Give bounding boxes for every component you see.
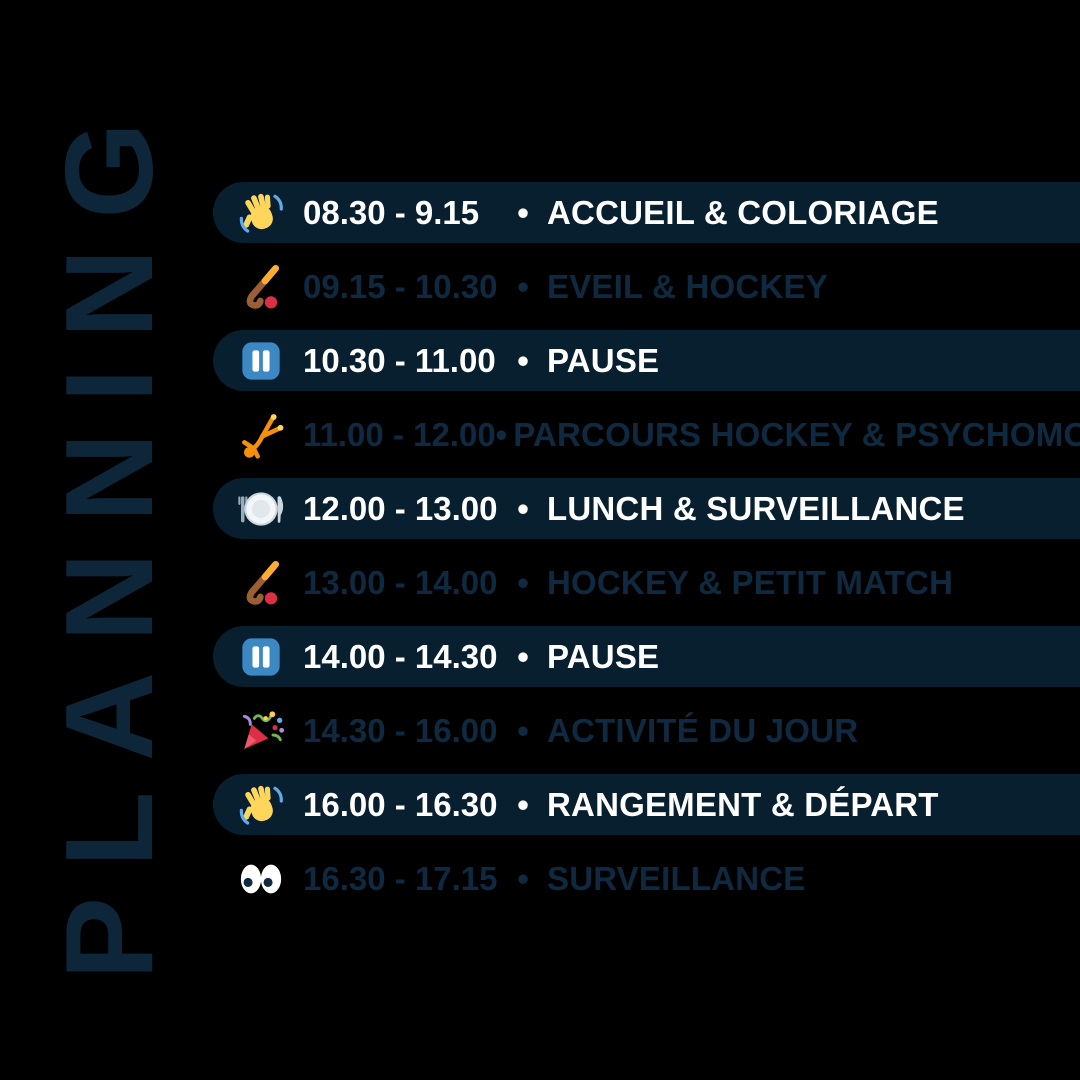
bullet-separator: •: [517, 563, 529, 601]
activity-label: EVEIL & HOCKEY: [547, 267, 828, 305]
schedule-row: 14.30 - 16.00 • ACTIVITÉ DU JOUR: [213, 700, 1080, 761]
time-range: 09.15 - 10.30: [303, 267, 498, 305]
bullet-separator: •: [517, 341, 529, 379]
schedule-row: 14.00 - 14.30 • PAUSE: [213, 626, 1080, 687]
schedule-row: 09.15 - 10.30 • EVEIL & HOCKEY: [213, 256, 1080, 317]
activity-label: LUNCH & SURVEILLANCE: [547, 489, 965, 527]
party-icon: [237, 707, 285, 755]
time-range: 08.30 - 9.15: [303, 193, 480, 231]
activity-label: RANGEMENT & DÉPART: [547, 785, 939, 823]
time-range: 14.30 - 16.00: [303, 711, 498, 749]
pause-icon: [237, 633, 285, 681]
bullet-separator: •: [517, 489, 529, 527]
activity-label: PAUSE: [547, 637, 660, 675]
schedule-row: 12.00 - 13.00 • LUNCH & SURVEILLANCE: [213, 478, 1080, 539]
activity-label: SURVEILLANCE: [547, 859, 806, 897]
time-range: 12.00 - 13.00: [303, 489, 498, 527]
schedule-row: 08.30 - 9.15 • ACCUEIL & COLORIAGE: [213, 182, 1080, 243]
time-range: 14.00 - 14.30: [303, 637, 498, 675]
wave-icon: [237, 781, 285, 829]
bullet-separator: •: [495, 415, 508, 453]
time-range: 11.00 - 12.00: [303, 415, 496, 453]
bullet-separator: •: [517, 267, 529, 305]
schedule-row: 16.30 - 17.15 • SURVEILLANCE: [213, 848, 1080, 909]
time-range: 10.30 - 11.00: [303, 341, 496, 379]
schedule-row: 11.00 - 12.00 • PARCOURS HOCKEY & PSYCHO…: [213, 404, 1080, 465]
activity-label: PARCOURS HOCKEY & PSYCHOMOT: [513, 415, 1080, 453]
bullet-separator: •: [517, 193, 529, 231]
eyes-icon: [237, 855, 285, 903]
page-title: PLANNING: [41, 92, 179, 980]
plate-icon: [237, 485, 285, 533]
activity-label: HOCKEY & PETIT MATCH: [547, 563, 954, 601]
time-range: 13.00 - 14.00: [303, 563, 498, 601]
schedule-row: 13.00 - 14.00 • HOCKEY & PETIT MATCH: [213, 552, 1080, 613]
bullet-separator: •: [517, 711, 529, 749]
bullet-separator: •: [517, 637, 529, 675]
hockey-icon: [237, 559, 285, 607]
schedule-row: 10.30 - 11.00 • PAUSE: [213, 330, 1080, 391]
pause-icon: [237, 337, 285, 385]
activity-label: ACCUEIL & COLORIAGE: [547, 193, 939, 231]
bullet-separator: •: [517, 785, 529, 823]
activity-label: ACTIVITÉ DU JOUR: [547, 711, 859, 749]
wave-icon: [237, 189, 285, 237]
schedule-row: 16.00 - 16.30 • RANGEMENT & DÉPART: [213, 774, 1080, 835]
time-range: 16.30 - 17.15: [303, 859, 498, 897]
cartwheel-icon: [237, 411, 285, 459]
hockey-icon: [237, 263, 285, 311]
time-range: 16.00 - 16.30: [303, 785, 498, 823]
schedule-list: 08.30 - 9.15 • ACCUEIL & COLORIAGE 09.15…: [213, 182, 1080, 909]
activity-label: PAUSE: [547, 341, 660, 379]
bullet-separator: •: [517, 859, 529, 897]
